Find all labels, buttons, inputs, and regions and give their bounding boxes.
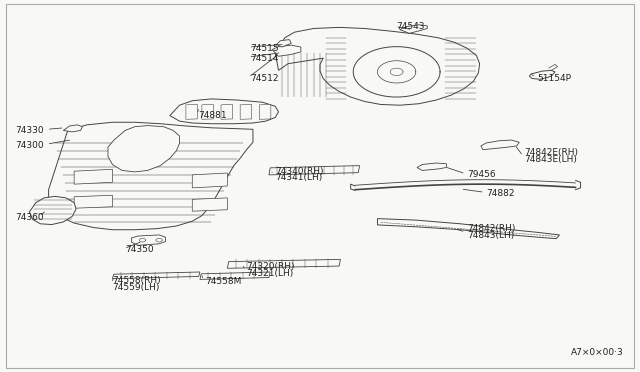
Polygon shape: [378, 219, 559, 238]
Text: 74320(RH): 74320(RH): [246, 262, 295, 271]
Polygon shape: [221, 105, 232, 119]
Polygon shape: [192, 198, 227, 211]
Text: 74321(LH): 74321(LH): [246, 269, 294, 278]
Polygon shape: [417, 163, 447, 170]
Text: 74543: 74543: [397, 22, 425, 31]
Polygon shape: [259, 105, 271, 119]
Polygon shape: [170, 99, 278, 124]
Polygon shape: [29, 196, 76, 225]
Text: 74881: 74881: [198, 111, 227, 120]
Polygon shape: [400, 25, 428, 33]
Polygon shape: [192, 173, 227, 188]
Polygon shape: [74, 169, 113, 184]
Text: 74558(RH): 74558(RH): [113, 276, 161, 285]
Polygon shape: [63, 125, 83, 132]
Text: 74330: 74330: [15, 126, 44, 135]
Polygon shape: [272, 45, 301, 56]
Text: 74340(RH): 74340(RH): [275, 167, 324, 176]
Text: 74341(LH): 74341(LH): [275, 173, 323, 182]
Text: 74350: 74350: [125, 245, 154, 254]
Text: 74843E(LH): 74843E(LH): [524, 155, 577, 164]
Polygon shape: [49, 122, 253, 230]
Text: 74558M: 74558M: [205, 277, 241, 286]
Text: 74842(RH): 74842(RH): [467, 224, 515, 233]
Polygon shape: [132, 235, 166, 245]
Text: 51154P: 51154P: [537, 74, 571, 83]
Text: 74514: 74514: [250, 54, 278, 62]
Polygon shape: [113, 272, 200, 279]
Polygon shape: [200, 272, 270, 279]
Text: 74559(LH): 74559(LH): [113, 283, 160, 292]
Polygon shape: [276, 39, 291, 47]
Text: 74842E(RH): 74842E(RH): [524, 148, 579, 157]
Text: 74300: 74300: [15, 141, 44, 150]
Polygon shape: [529, 70, 555, 79]
Polygon shape: [275, 28, 479, 105]
Text: 74882: 74882: [486, 189, 515, 198]
Text: 79456: 79456: [467, 170, 495, 179]
Text: 74515: 74515: [250, 44, 278, 53]
Text: 74512: 74512: [250, 74, 278, 83]
Polygon shape: [202, 105, 213, 119]
Polygon shape: [227, 259, 340, 268]
Polygon shape: [481, 140, 519, 150]
Polygon shape: [74, 195, 113, 208]
Polygon shape: [269, 166, 360, 175]
Text: 74843(LH): 74843(LH): [467, 231, 514, 240]
Text: 74360: 74360: [15, 213, 44, 222]
Polygon shape: [108, 126, 179, 172]
Text: A7×0×00·3: A7×0×00·3: [571, 348, 623, 357]
Polygon shape: [240, 105, 252, 119]
Polygon shape: [186, 105, 197, 119]
